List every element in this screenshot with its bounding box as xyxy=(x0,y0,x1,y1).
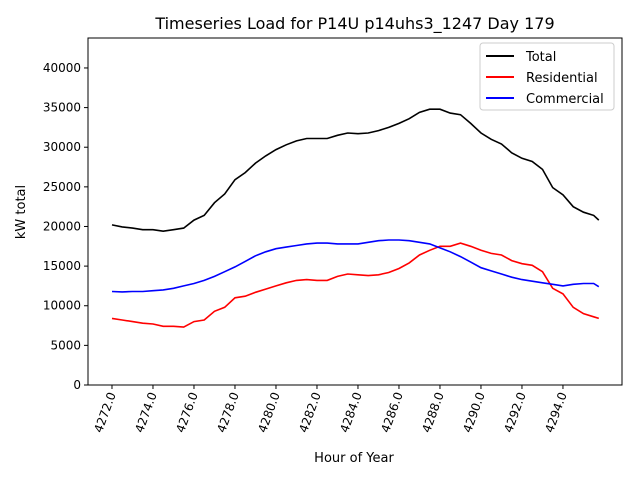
x-tick-label: 4280.0 xyxy=(255,390,283,434)
y-tick-label: 30000 xyxy=(43,140,81,154)
x-tick-label: 4288.0 xyxy=(419,390,447,434)
y-tick-label: 15000 xyxy=(43,259,81,273)
series-line-commercial xyxy=(111,239,600,293)
series-lines xyxy=(111,108,600,328)
y-tick-label: 5000 xyxy=(50,338,81,352)
legend-box xyxy=(479,42,615,111)
y-axis-label: kW total xyxy=(14,185,29,239)
x-axis-label: Hour of Year xyxy=(314,451,394,466)
x-tick-label: 4292.0 xyxy=(501,390,529,434)
y-tick-label: 10000 xyxy=(43,299,81,313)
series-line-residential xyxy=(111,242,600,328)
x-tick-label: 4286.0 xyxy=(378,390,406,434)
x-tick-label: 4276.0 xyxy=(173,390,201,434)
y-tick-label: 40000 xyxy=(43,61,81,75)
legend-label: Residential xyxy=(526,71,598,86)
legend: Total Residential Commercial xyxy=(479,42,615,111)
legend-label: Commercial xyxy=(526,92,604,107)
chart-title: Timeseries Load for P14U p14uhs3_1247 Da… xyxy=(154,14,554,34)
y-tick-label: 20000 xyxy=(43,219,81,233)
y-tick-label: 35000 xyxy=(43,101,81,115)
x-tick-label: 4274.0 xyxy=(132,390,160,434)
x-tick-label: 4272.0 xyxy=(91,390,119,434)
x-tick-label: 4284.0 xyxy=(337,390,365,434)
x-tick-label: 4278.0 xyxy=(214,390,242,434)
plot-frame xyxy=(87,37,623,386)
x-tick-label: 4294.0 xyxy=(542,390,570,434)
x-tick-label: 4282.0 xyxy=(296,390,324,434)
series-line-total xyxy=(111,108,600,233)
y-tick-label: 0 xyxy=(73,378,81,392)
legend-label: Total xyxy=(525,50,556,65)
x-tick-label: 4290.0 xyxy=(460,390,488,434)
y-tick-label: 25000 xyxy=(43,180,81,194)
